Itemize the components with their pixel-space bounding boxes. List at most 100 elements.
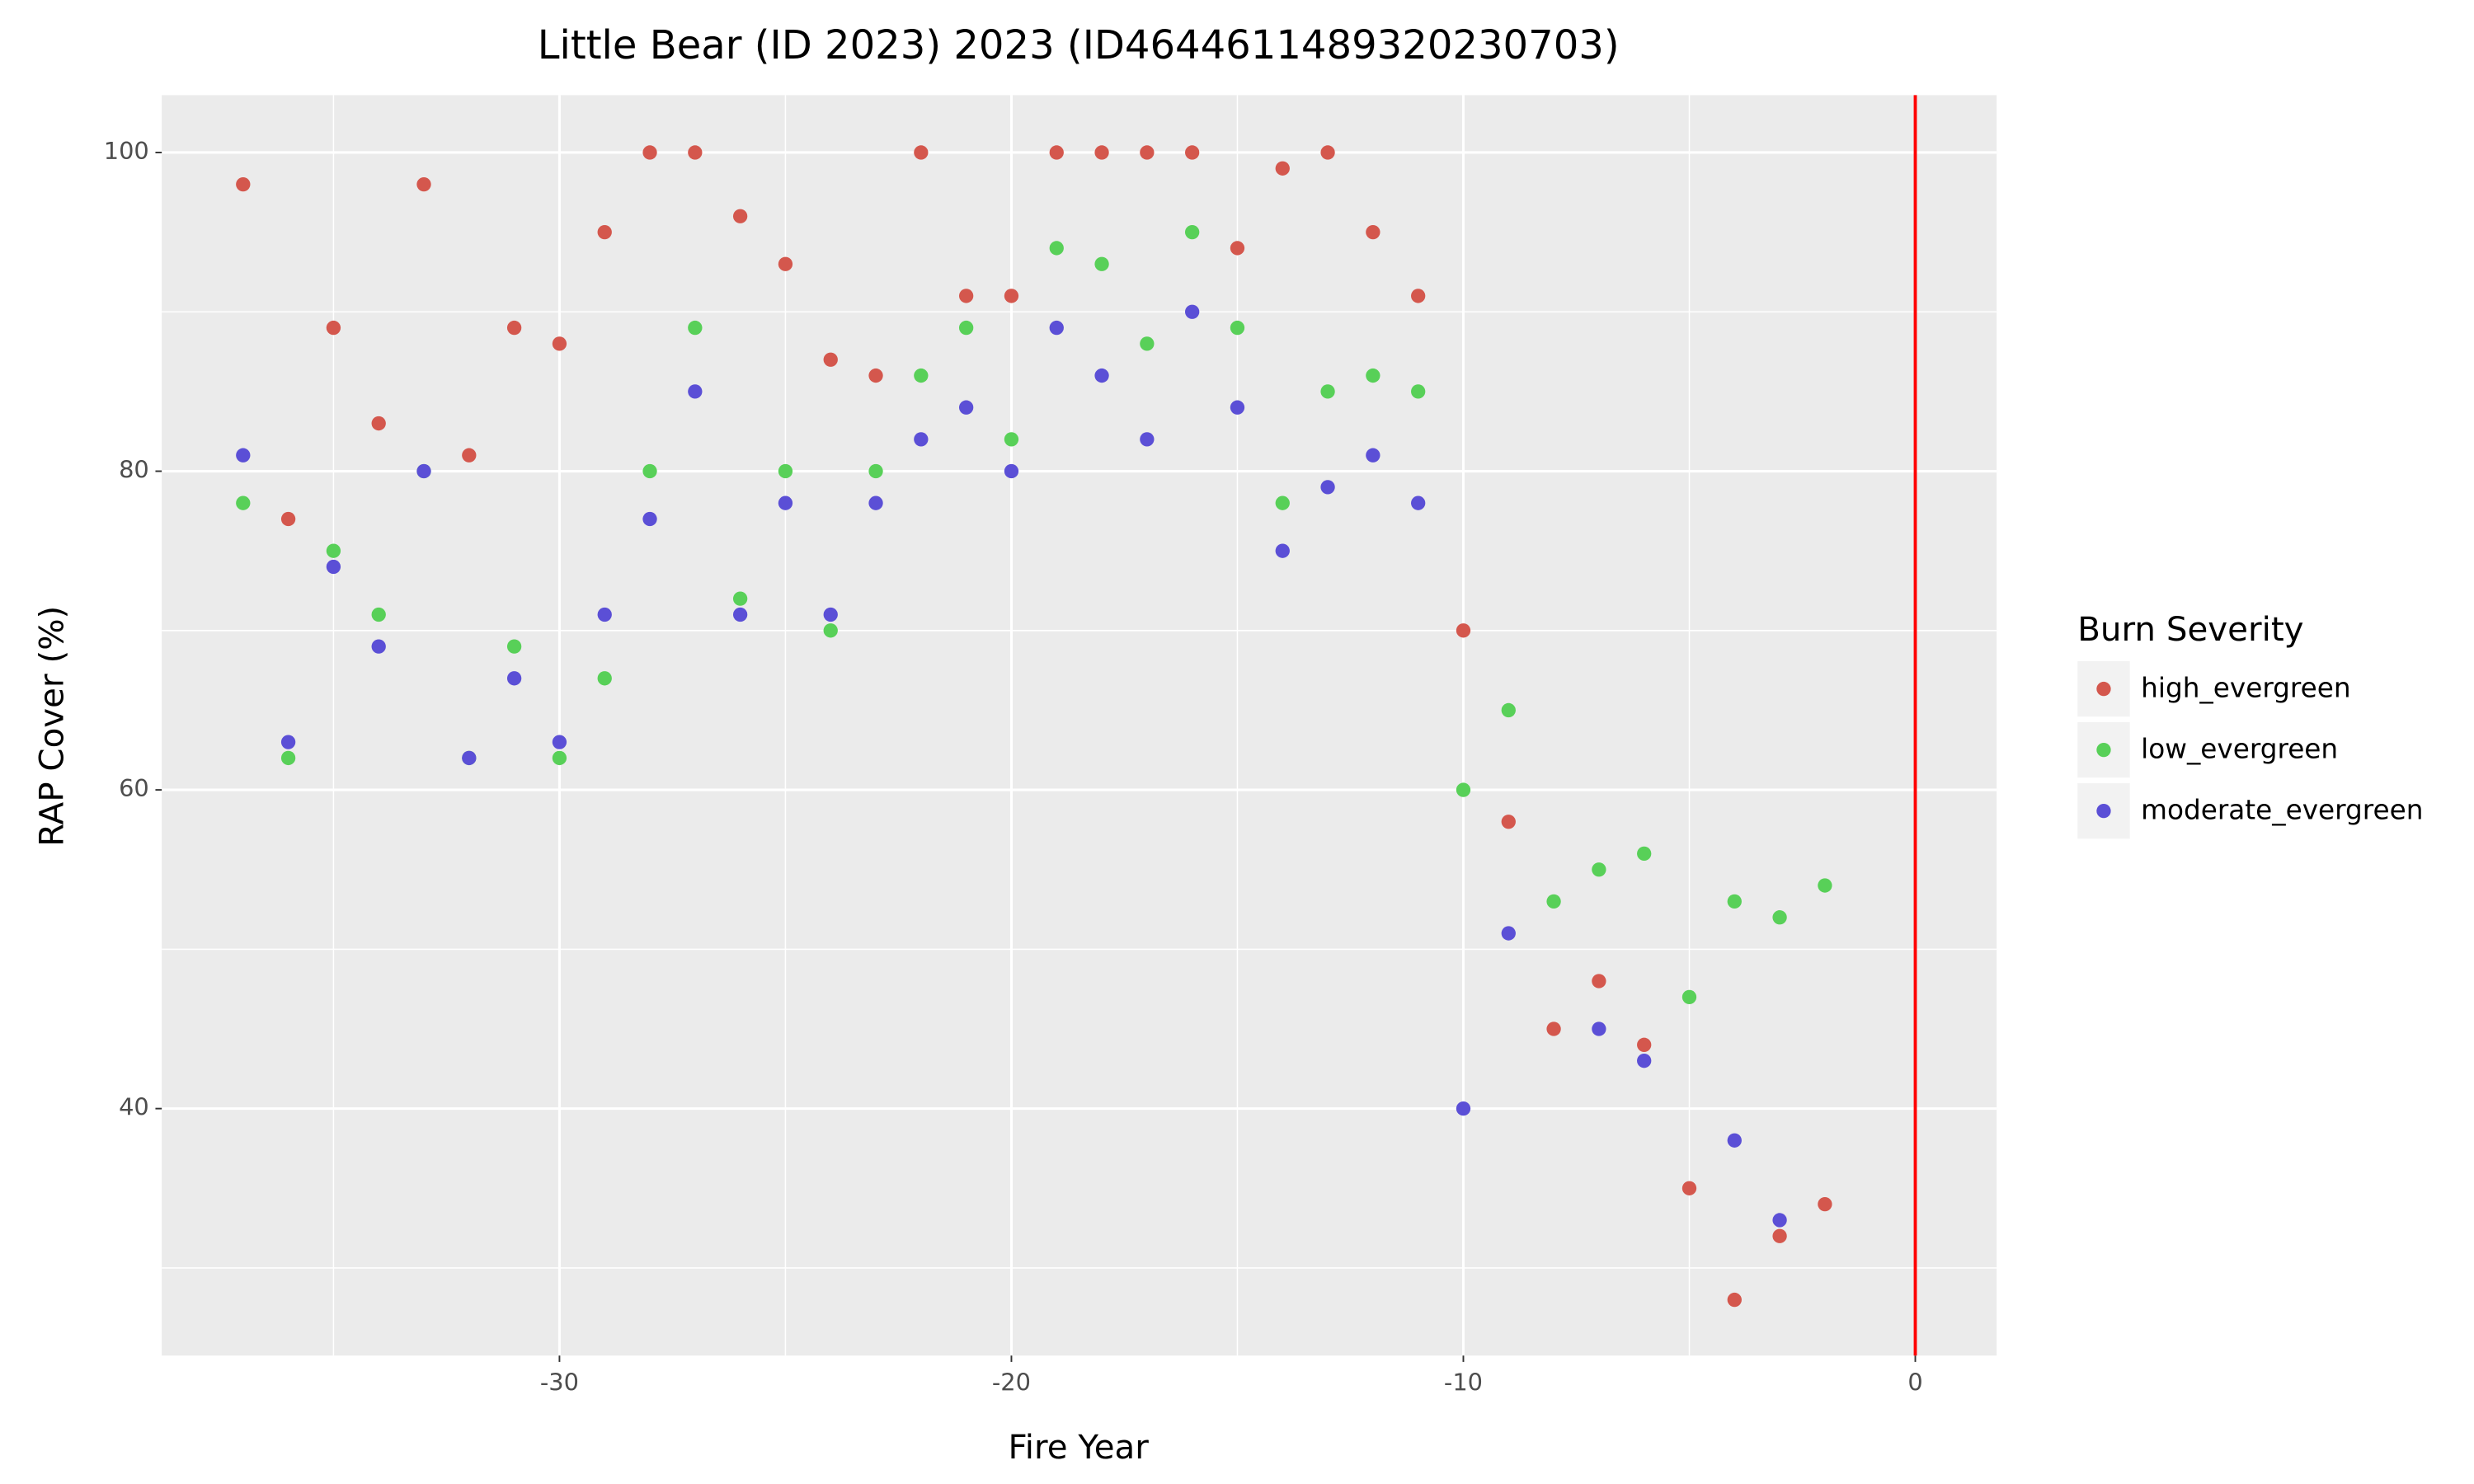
point: [1501, 702, 1516, 718]
x-axis-label: Fire Year: [1009, 1428, 1150, 1467]
point: [326, 320, 341, 336]
point: [1275, 495, 1290, 510]
point: [958, 400, 974, 415]
point: [236, 495, 251, 510]
point: [326, 543, 341, 558]
point: [1366, 448, 1380, 463]
point: [1094, 256, 1109, 271]
point: [1275, 161, 1290, 176]
chart-title: Little Bear (ID 2023) 2023 (ID4644611489…: [538, 22, 1620, 68]
point: [1049, 241, 1064, 256]
point: [732, 607, 748, 622]
point: [1681, 989, 1697, 1005]
point: [1772, 910, 1787, 925]
point: [1230, 400, 1245, 415]
point: [1546, 894, 1561, 909]
x-tick-label: -30: [540, 1369, 579, 1397]
point: [371, 607, 386, 622]
point: [597, 671, 612, 686]
point: [1140, 336, 1155, 351]
plot-panel: [162, 95, 1997, 1356]
point: [506, 320, 522, 336]
point: [506, 639, 522, 654]
point: [1366, 368, 1380, 383]
y-axis-label: RAP Cover (%): [32, 606, 71, 847]
point: [1592, 1021, 1606, 1036]
point: [597, 224, 612, 240]
point: [326, 559, 341, 575]
point: [462, 448, 477, 463]
point: [1546, 1021, 1561, 1036]
point: [732, 591, 748, 606]
point: [1049, 145, 1064, 160]
x-tick-label: -10: [1444, 1369, 1483, 1397]
y-tick-label: 100: [104, 137, 149, 165]
point: [280, 750, 296, 766]
point: [958, 289, 974, 303]
point: [1411, 384, 1426, 399]
point: [371, 639, 386, 654]
y-tick-label: 40: [119, 1093, 149, 1121]
point: [1185, 145, 1200, 160]
x-tick-label: -20: [992, 1369, 1031, 1397]
point: [1592, 862, 1606, 877]
point: [868, 495, 883, 510]
point: [1501, 815, 1516, 829]
point: [236, 448, 251, 463]
point: [1320, 480, 1335, 495]
point: [1094, 368, 1109, 383]
point: [958, 320, 974, 336]
point: [1456, 1101, 1471, 1116]
point: [642, 145, 657, 160]
point: [1727, 894, 1742, 909]
point: [868, 368, 883, 383]
point: [1185, 224, 1200, 240]
point: [552, 336, 567, 351]
point: [280, 735, 296, 749]
point: [1637, 1054, 1652, 1068]
point: [416, 463, 431, 479]
point: [462, 750, 477, 766]
y-tick-label: 60: [119, 774, 149, 802]
point: [552, 735, 567, 749]
legend-title: Burn Severity: [2077, 610, 2303, 649]
legend-label: high_evergreen: [2141, 673, 2350, 704]
point: [552, 750, 567, 766]
point: [1366, 224, 1380, 240]
point: [236, 176, 251, 192]
point: [642, 463, 657, 479]
x-tick-label: 0: [1907, 1369, 1922, 1397]
point: [506, 671, 522, 686]
point: [1681, 1181, 1697, 1195]
point: [1004, 432, 1019, 447]
y-tick-label: 80: [119, 456, 149, 484]
point: [778, 495, 793, 510]
point: [1140, 432, 1155, 447]
point: [1320, 384, 1335, 399]
point: [1727, 1133, 1742, 1148]
point: [1772, 1228, 1787, 1243]
point: [688, 145, 703, 160]
point: [1637, 846, 1652, 862]
point: [823, 607, 838, 622]
point: [416, 176, 431, 192]
point: [1818, 1196, 1832, 1212]
point: [642, 511, 657, 527]
point: [914, 145, 929, 160]
legend-marker: [2096, 742, 2111, 758]
point: [688, 384, 703, 399]
point: [778, 463, 793, 479]
point: [1320, 145, 1335, 160]
point: [1230, 320, 1245, 336]
point: [1818, 878, 1832, 893]
point: [371, 416, 386, 431]
point: [823, 623, 838, 638]
point: [868, 463, 883, 479]
point: [688, 320, 703, 336]
point: [280, 511, 296, 527]
point: [1411, 495, 1426, 510]
point: [914, 368, 929, 383]
point: [1592, 974, 1606, 989]
point: [1140, 145, 1155, 160]
